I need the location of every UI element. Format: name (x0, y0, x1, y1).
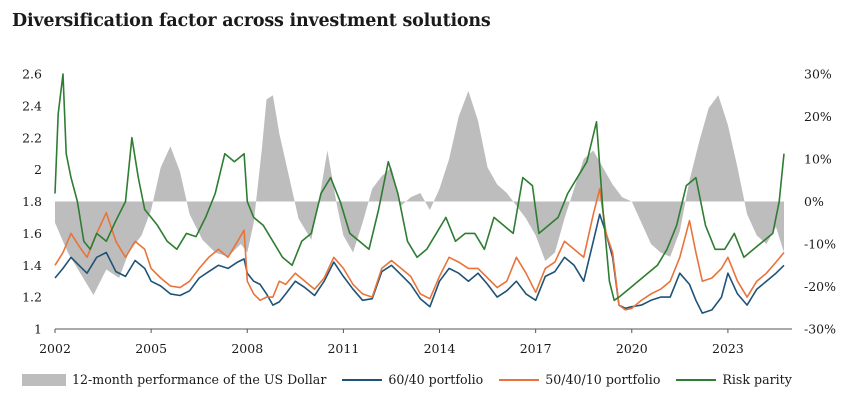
tick-labels-layer: 2002 2005 2008 2011 2014 2017 2020 2023 1 1.2 1.4 1… (22, 67, 836, 357)
chart-canvas: 2002 2005 2008 2011 2014 2017 2020 2023 1 1.2 1.4 1… (22, 67, 836, 357)
legend-label-60-40: 60/40 portfolio (388, 372, 484, 387)
y-left-tick-label: 1.4 (22, 258, 42, 273)
x-tick-label: 2023 (712, 341, 744, 356)
series-line-60-40 (54, 213, 785, 314)
y-right-tick-label: 10% (804, 152, 832, 167)
x-tick-label: 2008 (231, 341, 263, 356)
x-tick-label: 2002 (39, 341, 71, 356)
y-left-tick-label: 1.8 (22, 194, 42, 209)
x-tick-label: 2017 (520, 341, 552, 356)
series-line-risk-parity (54, 73, 785, 302)
legend-swatch-usd (22, 373, 66, 386)
axes-layer (54, 328, 792, 333)
y-right-tick-label: 30% (804, 67, 832, 82)
x-tick-label: 2014 (424, 341, 456, 356)
y-left-tick-label: 2.6 (22, 67, 42, 82)
y-left-tick-label: 1.2 (22, 290, 42, 305)
legend-label-risk-parity: Risk parity (722, 372, 792, 387)
legend-swatch-60-40 (342, 378, 383, 381)
x-tick-label: 2020 (616, 341, 648, 356)
legend-item-60-40: 60/40 portfolio (342, 372, 483, 387)
usd-area-layer (55, 91, 784, 295)
legend-swatch-50-40-10 (499, 378, 540, 381)
y-right-tick-label: -20% (804, 279, 836, 294)
series-area-usd (55, 91, 784, 295)
legend-item-usd: 12-month performance of the US Dollar (22, 372, 326, 387)
legend-label-50-40-10: 50/40/10 portfolio (545, 372, 661, 387)
y-left-tick-label: 1 (34, 322, 42, 337)
y-right-tick-label: -10% (804, 237, 836, 252)
x-tick-label: 2005 (135, 341, 167, 356)
y-right-tick-label: 0% (804, 194, 824, 209)
y-left-tick-label: 2 (34, 162, 42, 177)
y-left-tick-label: 2.2 (22, 130, 42, 145)
y-right-tick-label: 20% (804, 109, 832, 124)
y-left-tick-label: 2.4 (22, 98, 42, 113)
series-lines-layer (54, 73, 785, 314)
series-line-50-40-10 (54, 188, 785, 311)
x-tick-label: 2011 (327, 341, 359, 356)
legend: 12-month performance of the US Dollar 60… (22, 372, 808, 387)
chart-title: Diversification factor across investment… (12, 11, 491, 31)
legend-swatch-risk-parity (676, 378, 717, 381)
legend-item-50-40-10: 50/40/10 portfolio (499, 372, 660, 387)
legend-label-usd: 12-month performance of the US Dollar (72, 372, 327, 387)
legend-item-risk-parity: Risk parity (676, 372, 792, 387)
y-right-tick-label: -30% (804, 322, 836, 337)
y-left-tick-label: 1.6 (22, 226, 42, 241)
